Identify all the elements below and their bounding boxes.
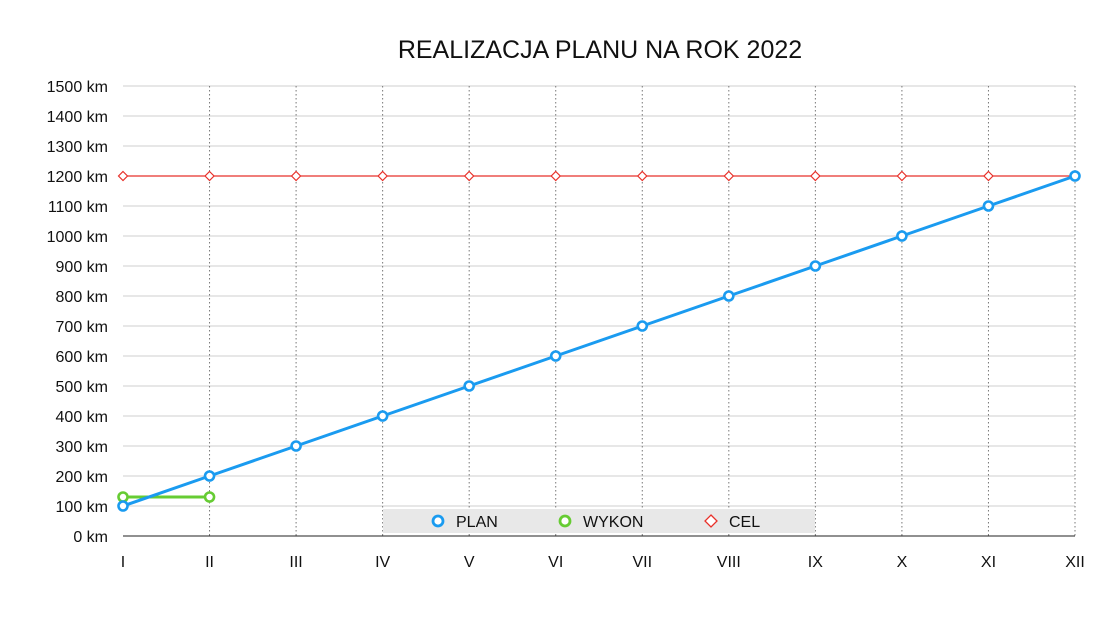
chart-title: REALIZACJA PLANU NA ROK 2022 (398, 36, 802, 64)
legend: PLAN WYKON CEL (383, 509, 815, 533)
data-point-cel (290, 170, 302, 182)
data-point-plan (549, 350, 562, 362)
data-point-plan (896, 230, 908, 242)
y-tick-label: 1200 km (47, 169, 108, 186)
y-tick-label: 700 km (56, 319, 108, 336)
x-tick-label: IV (375, 554, 390, 571)
data-point-plan (117, 500, 129, 512)
series-layer (117, 170, 1081, 512)
legend-marker-cel (704, 514, 718, 528)
x-tick-label: X (897, 554, 908, 571)
y-tick-label: 0 km (73, 529, 108, 546)
y-tick-label: 200 km (56, 469, 108, 486)
y-tick-label: 300 km (56, 439, 108, 456)
data-point-plan (1069, 170, 1081, 182)
x-tick-label: VII (632, 554, 652, 571)
y-tick-label: 600 km (56, 349, 108, 366)
data-point-plan (982, 200, 995, 212)
y-tick-label: 1500 km (47, 79, 108, 96)
y-tick-label: 900 km (56, 259, 108, 276)
series-line-plan (122, 174, 1076, 508)
data-point-cel (377, 170, 388, 182)
legend-label-wykon: WYKON (583, 514, 643, 531)
x-tick-label: XII (1065, 554, 1085, 571)
data-point-plan (723, 290, 735, 302)
y-axis: 0 km 100 km 200 km 300 km 400 km 500 km 600 km… (47, 79, 108, 546)
data-point-plan (809, 260, 822, 272)
data-point-plan (636, 320, 649, 332)
data-point-wykon (117, 491, 129, 503)
y-tick-label: 800 km (56, 289, 108, 306)
data-point-plan (203, 470, 216, 482)
legend-marker-wykon (558, 514, 572, 528)
x-axis: I II III IV V VI VII VIII IX X XI XII (121, 535, 1085, 571)
data-point-cel (636, 170, 648, 182)
data-point-cel (550, 170, 562, 182)
x-tick-label: VIII (717, 554, 741, 571)
y-tick-label: 1000 km (47, 229, 108, 246)
y-tick-label: 1100 km (48, 199, 108, 216)
x-tick-label: VI (548, 554, 563, 571)
data-point-cel (117, 170, 129, 182)
data-point-cel (463, 170, 475, 182)
y-tick-label: 400 km (56, 409, 108, 426)
data-point-cel (896, 170, 908, 182)
data-point-plan (376, 410, 389, 422)
y-tick-label: 1300 km (47, 139, 108, 156)
data-point-cel (983, 170, 994, 182)
x-tick-label: II (205, 554, 214, 571)
x-tick-label: III (289, 554, 302, 571)
data-point-plan (463, 380, 475, 392)
legend-label-plan: PLAN (456, 514, 498, 531)
grid (123, 85, 1076, 537)
legend-background (383, 509, 815, 533)
legend-label-cel: CEL (729, 514, 760, 531)
data-point-cel (810, 170, 821, 182)
data-point-wykon (203, 491, 216, 503)
x-tick-label: XI (981, 554, 996, 571)
x-tick-label: I (121, 554, 125, 571)
data-point-plan (290, 440, 302, 452)
data-point-cel (204, 170, 215, 182)
x-tick-label: V (464, 554, 475, 571)
data-point-cel (723, 170, 735, 182)
y-tick-label: 500 km (56, 379, 108, 396)
legend-marker-plan (431, 514, 445, 528)
y-tick-label: 100 km (56, 499, 108, 516)
x-tick-label: IX (808, 554, 823, 571)
y-tick-label: 1400 km (47, 109, 108, 126)
